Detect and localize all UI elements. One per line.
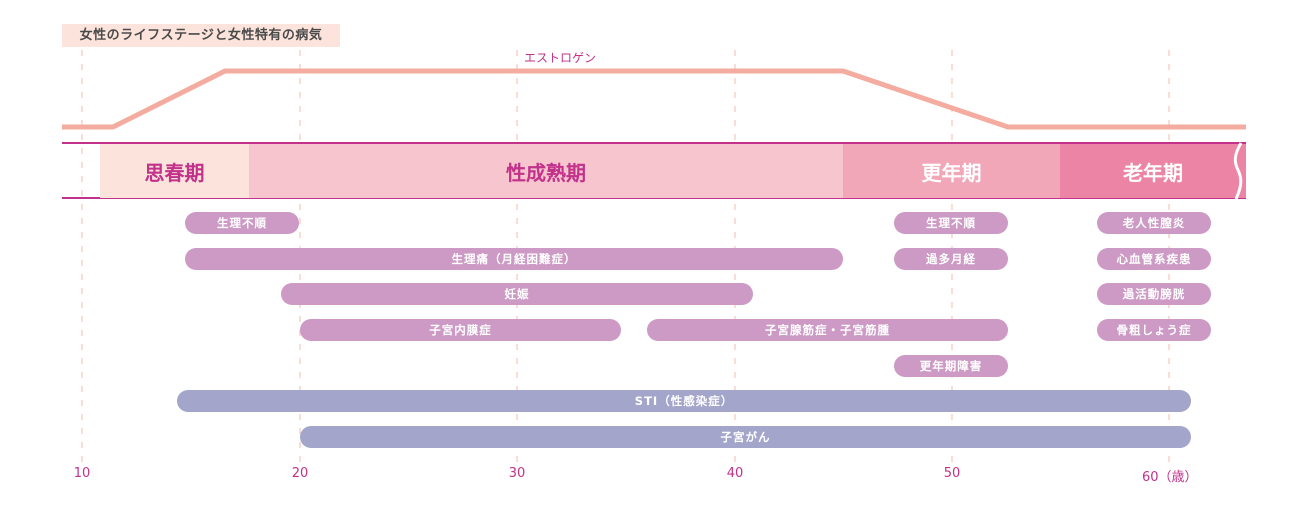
- disease-label: 過活動膀胱: [1122, 287, 1186, 301]
- stage-senescence: 老年期: [1060, 144, 1246, 198]
- disease-label: STI（性感染症）: [634, 394, 734, 408]
- estrogen-curve: [62, 68, 1246, 130]
- stage-menopause: 更年期: [843, 144, 1060, 198]
- disease-bar-pregnancy: 妊娠: [281, 283, 753, 305]
- disease-bar-endometriosis: 子宮内膜症: [300, 319, 621, 341]
- disease-bar-sti: STI（性感染症）: [177, 390, 1191, 412]
- axis-tick-60: 60（歳）: [1142, 470, 1198, 485]
- disease-label: 子宮内膜症: [429, 323, 492, 337]
- disease-bar-cardiovascular: 心血管系疾患: [1097, 248, 1211, 270]
- disease-label: 過多月経: [926, 252, 976, 266]
- estrogen-label: エストロゲン: [523, 51, 596, 65]
- stage-label: 性成熟期: [506, 160, 586, 185]
- disease-bar-osteoporosis: 骨粗しょう症: [1097, 319, 1211, 341]
- stage-label: 更年期: [921, 160, 982, 185]
- stage-label: 思春期: [144, 160, 205, 185]
- disease-label: 心血管系疾患: [1116, 252, 1192, 266]
- stage-band-bottom-border: [62, 197, 1246, 199]
- stage-label: 老年期: [1123, 160, 1183, 185]
- axis-tick-50: 50: [943, 466, 961, 481]
- disease-bar-menopausal-disorder: 更年期障害: [894, 355, 1008, 377]
- disease-label: 更年期障害: [919, 359, 983, 373]
- disease-label: 子宮がん: [720, 430, 771, 444]
- diagram-title: 女性のライフステージと女性特有の病気: [62, 24, 340, 47]
- axis-tick-10: 10: [73, 466, 91, 481]
- disease-bar-menorrhagia: 過多月経: [894, 248, 1008, 270]
- disease-label: 子宮腺筋症・子宮筋腫: [765, 323, 890, 337]
- stage-band-top-border: [62, 142, 1246, 144]
- disease-label: 妊娠: [504, 287, 530, 301]
- disease-bar-irregular-menstruation-menopause: 生理不順: [894, 212, 1008, 234]
- disease-bar-overactive-bladder: 過活動膀胱: [1097, 283, 1211, 305]
- disease-label: 生理不順: [926, 216, 976, 230]
- disease-label: 生理不順: [217, 216, 267, 230]
- disease-bar-atrophic-vaginitis: 老人性膣炎: [1097, 212, 1211, 234]
- disease-bar-irregular-menstruation-puberty: 生理不順: [185, 212, 299, 234]
- stage-reproductive: 性成熟期: [249, 144, 843, 198]
- disease-bar-uterine-cancer: 子宮がん: [300, 426, 1191, 448]
- disease-label: 老人性膣炎: [1122, 216, 1186, 230]
- disease-bar-dysmenorrhea: 生理痛（月経困難症）: [185, 248, 843, 270]
- stage-puberty: 思春期: [100, 144, 249, 198]
- disease-label: 生理痛（月経困難症）: [451, 252, 577, 266]
- axis-tick-20: 20: [291, 466, 309, 481]
- disease-label: 骨粗しょう症: [1116, 323, 1192, 337]
- axis-tick-40: 40: [726, 466, 744, 481]
- disease-bar-adenomyosis-fibroids: 子宮腺筋症・子宮筋腫: [647, 319, 1008, 341]
- axis-tick-30: 30: [508, 466, 526, 481]
